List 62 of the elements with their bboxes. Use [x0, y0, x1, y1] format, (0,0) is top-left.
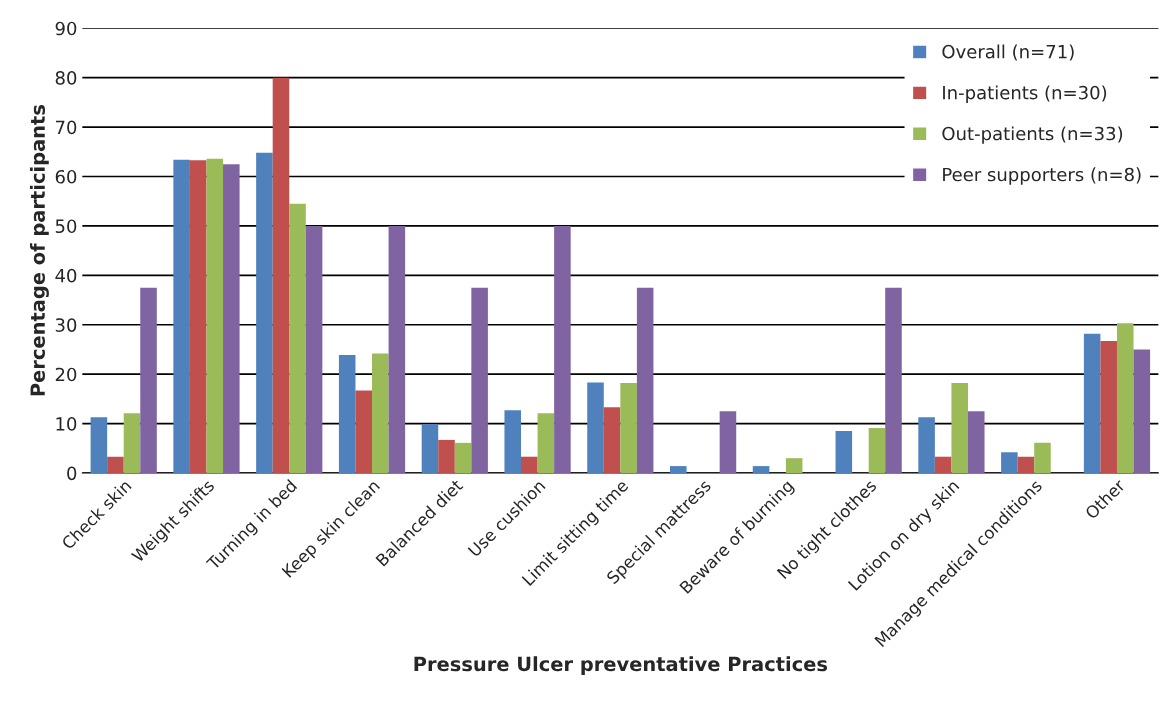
y-tick-label: 90: [55, 21, 77, 36]
bar: [107, 456, 124, 474]
bar: [421, 424, 439, 474]
y-tick-label: 30: [55, 318, 77, 332]
bar: [885, 287, 902, 474]
bar: [504, 410, 522, 474]
bar: [1017, 456, 1035, 474]
bar: [1001, 452, 1018, 474]
bar: [173, 159, 190, 474]
bar: [537, 413, 555, 474]
bar: [90, 417, 108, 474]
bar: [951, 383, 968, 474]
bar: [587, 382, 604, 474]
bar: [272, 77, 290, 474]
legend-label: Peer supporters (n=8): [943, 167, 1141, 185]
y-tick-label: 20: [55, 367, 77, 382]
bar: [1083, 333, 1101, 474]
bar: [785, 458, 803, 474]
bar: [223, 164, 240, 474]
bar: [372, 353, 389, 474]
bar: [868, 428, 886, 474]
bar: [752, 466, 770, 474]
bar: [1034, 442, 1051, 474]
bar: [123, 413, 141, 474]
bar: [256, 152, 273, 474]
legend-label: In-patients (n=30): [943, 85, 1107, 103]
legend-label: Overall (n=71): [942, 44, 1074, 61]
bar: [140, 287, 157, 474]
bar: [521, 456, 538, 474]
bar: [835, 431, 853, 474]
bar: [670, 466, 687, 474]
y-tick-label: 50: [55, 219, 77, 234]
y-tick-label: 10: [56, 417, 77, 431]
y-tick-label: 70: [55, 120, 77, 135]
legend-label: Out-patients (n=33): [942, 126, 1123, 144]
bar: [1100, 341, 1117, 474]
bar: [438, 439, 455, 474]
bar: [206, 158, 224, 474]
bar: [388, 225, 406, 474]
bar: [620, 383, 637, 474]
bar: [967, 411, 985, 474]
y-tick-label: 40: [55, 268, 77, 283]
y-tick-label: 80: [55, 71, 77, 85]
y-tick-label: 0: [67, 466, 77, 481]
bar: [719, 411, 737, 474]
bar: [934, 456, 952, 474]
y-axis-title: Percentage of participants: [29, 105, 49, 396]
bar: [305, 225, 323, 474]
bar: [338, 354, 356, 474]
bar: [1116, 323, 1134, 474]
bar: [554, 225, 571, 474]
bar: [189, 160, 207, 474]
x-axis-title: Pressure Ulcer preventative Practices: [414, 656, 828, 676]
bar: [289, 203, 306, 474]
bar: [355, 390, 373, 474]
bar: [636, 287, 654, 474]
bar: [454, 442, 472, 474]
bar: [471, 287, 488, 474]
y-tick-label: 60: [55, 169, 77, 184]
bar: [1133, 349, 1151, 474]
bar: [918, 417, 935, 474]
bar: [603, 407, 621, 474]
